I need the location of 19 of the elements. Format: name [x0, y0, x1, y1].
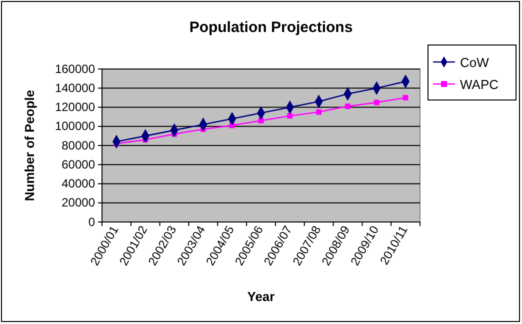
- point: [287, 113, 293, 119]
- point: [316, 109, 322, 115]
- point: [402, 94, 408, 100]
- y-tick-label: 60000: [62, 157, 96, 172]
- legend-label: WAPC: [460, 77, 499, 92]
- y-tick-label: 100000: [54, 119, 96, 134]
- y-tick-label: 140000: [54, 80, 96, 95]
- y-tick-label: 120000: [54, 100, 96, 114]
- y-tick-label: 20000: [62, 196, 96, 210]
- y-axis-title: Number of People: [22, 90, 37, 202]
- chart-title: Population Projections: [189, 19, 353, 36]
- legend-label: CoW: [460, 55, 490, 70]
- y-tick-label: 160000: [54, 62, 96, 76]
- y-tick-label: 0: [88, 214, 96, 229]
- y-tick-label: 40000: [62, 176, 96, 191]
- point: [374, 100, 380, 106]
- y-tick-label: 80000: [62, 138, 96, 152]
- x-axis-title: Year: [247, 289, 275, 304]
- point: [344, 104, 350, 110]
